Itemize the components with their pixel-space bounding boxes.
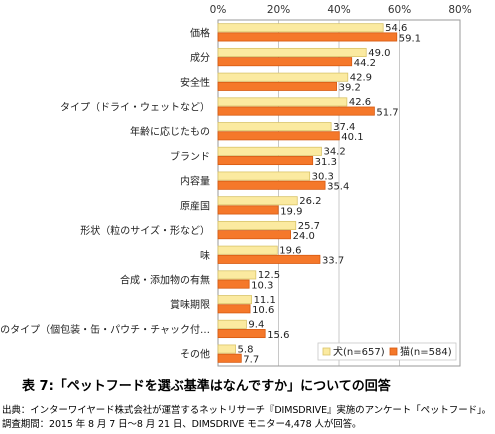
dog-value-label: 54.6 xyxy=(385,23,407,34)
x-tick-label: 20% xyxy=(267,4,290,16)
dog-value-label: 42.6 xyxy=(349,97,371,108)
cat-bar xyxy=(217,353,242,363)
plot-frame xyxy=(217,19,461,367)
cat-value-label: 7.7 xyxy=(243,355,259,366)
dog-bar xyxy=(217,146,322,156)
category-label: 安全性 xyxy=(180,76,210,89)
survey-period-note: 調査期間：2015 年 8 月 7 日～8 月 21 日、DIMSDRIVE モ… xyxy=(2,419,362,430)
legend-cat-swatch xyxy=(389,347,398,356)
category-label: 年齢に応じたもの xyxy=(130,125,210,138)
cat-bar xyxy=(217,329,266,339)
category-label: 味 xyxy=(200,250,210,262)
dog-bar xyxy=(217,47,367,57)
category-label: タイプ（ドライ・ウェットなど） xyxy=(60,102,210,114)
cat-value-label: 59.1 xyxy=(399,33,421,44)
cat-bar xyxy=(217,180,326,190)
dog-bar xyxy=(217,319,247,329)
category-label: 成分 xyxy=(190,52,210,64)
cat-bar xyxy=(217,279,250,289)
chart-svg: 0% 20% 40% 60% 80% 価格 54.659.1 成分 49.044.2 安全性 42.… xyxy=(0,4,472,367)
category-label: 合成・添加物の有無 xyxy=(120,274,210,287)
bar-chart: 0% 20% 40% 60% 80% 価格 54.6 59.1 成分 49.0 44.2 安全性 42.… xyxy=(0,4,472,367)
cat-value-label: 33.7 xyxy=(322,256,344,267)
cat-value-label: 15.6 xyxy=(267,330,289,341)
cat-bar xyxy=(217,254,321,264)
legend-dog-swatch xyxy=(322,347,331,356)
category-label: 賞味期限 xyxy=(170,298,210,311)
category-label: 内容量 xyxy=(180,175,210,188)
dog-bar xyxy=(217,295,252,305)
dog-bar xyxy=(217,171,311,181)
category-label: 価格 xyxy=(190,26,210,39)
dog-bar xyxy=(217,344,236,354)
dog-value-label: 49.0 xyxy=(368,48,390,59)
dog-value-label: 34.2 xyxy=(323,147,345,158)
dog-value-label: 30.3 xyxy=(312,171,334,182)
dog-value-label: 5.8 xyxy=(238,344,254,355)
dog-bar xyxy=(217,270,257,280)
legend-dog-label: 犬(n=657) xyxy=(333,345,385,358)
cat-value-label: 10.3 xyxy=(251,280,273,291)
dog-bar xyxy=(217,196,298,206)
cat-bar xyxy=(217,205,279,215)
dog-bar xyxy=(217,72,349,82)
cat-value-label: 24.0 xyxy=(293,231,315,242)
dog-value-label: 37.4 xyxy=(333,122,355,133)
source-note: 出典：インターワイヤード株式会社が運営するネットリサーチ『DIMSDRIVE』実… xyxy=(2,405,492,416)
legend-box xyxy=(317,342,457,361)
cat-value-label: 40.1 xyxy=(341,132,363,143)
dog-bar xyxy=(217,23,384,33)
cat-value-label: 39.2 xyxy=(339,83,361,94)
cat-value-label: 44.2 xyxy=(354,58,376,69)
dog-value-label: 42.9 xyxy=(350,72,372,83)
dog-value-label: 9.4 xyxy=(248,320,264,331)
cat-bar xyxy=(217,156,314,166)
x-tick-label: 40% xyxy=(327,4,350,16)
cat-bar xyxy=(217,230,291,240)
category-label: ブランド xyxy=(170,150,210,163)
dog-bar xyxy=(217,245,278,255)
cat-value-label: 51.7 xyxy=(376,107,398,118)
cat-value-label: 10.6 xyxy=(252,305,274,316)
category-label: 形状（粒のサイズ・形など） xyxy=(80,224,210,237)
dog-bar xyxy=(217,220,297,230)
cat-value-label: 31.3 xyxy=(315,157,337,168)
cat-bar xyxy=(217,131,340,141)
cat-bar xyxy=(217,57,353,67)
cat-bar xyxy=(217,32,398,42)
cat-value-label: 19.9 xyxy=(280,206,302,217)
dog-value-label: 12.5 xyxy=(258,270,280,281)
legend-cat-label: 猫(n=584) xyxy=(400,345,452,358)
x-tick-label: 60% xyxy=(388,4,411,16)
category-label: パッケージのタイプ（個包装・缶・パウチ・チャック付… xyxy=(0,323,210,336)
category-label: 原産国 xyxy=(180,199,210,212)
cat-bar xyxy=(217,81,337,91)
cat-bar xyxy=(217,106,375,116)
dog-value-label: 11.1 xyxy=(254,295,276,306)
dog-value-label: 19.6 xyxy=(279,245,301,256)
dog-bar xyxy=(217,122,332,132)
chart-caption: 表 7:「ペットフードを選ぶ基準はなんですか」についての回答 xyxy=(22,379,391,394)
x-tick-label: 0% xyxy=(210,4,227,16)
dog-value-label: 26.2 xyxy=(299,196,321,207)
cat-bar xyxy=(217,304,251,314)
dog-bar xyxy=(217,97,348,107)
x-tick-label: 80% xyxy=(448,4,471,16)
category-label: その他 xyxy=(180,348,210,361)
cat-value-label: 35.4 xyxy=(327,182,349,193)
dog-value-label: 25.7 xyxy=(298,221,320,232)
